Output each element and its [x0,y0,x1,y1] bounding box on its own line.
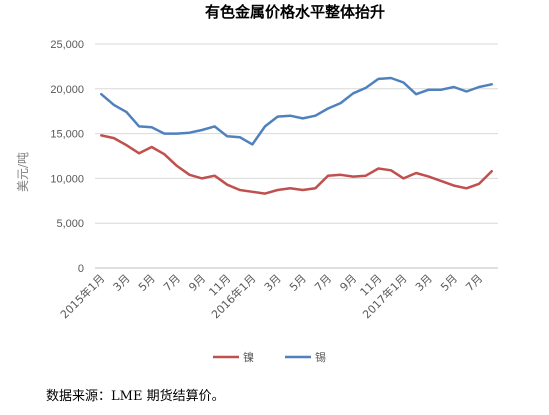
y-tick-label: 0 [78,263,84,275]
y-axis-ticks: 0 5,000 10,000 15,000 20,000 25,000 [50,39,84,275]
y-axis-label: 美元/吨 [16,152,30,192]
y-tick-label: 25,000 [50,39,84,51]
y-tick-label: 10,000 [50,173,84,185]
x-tick-label: 7月 [463,272,485,294]
series-line-tin [100,76,493,146]
x-tick-label: 9月 [186,272,208,294]
y-tick-label: 15,000 [50,129,84,141]
x-tick-label: 7月 [161,272,183,294]
series-line-nickel [100,134,493,195]
y-tick-label: 20,000 [50,84,84,96]
series-lines [100,76,493,195]
x-tick-label: 9月 [337,272,359,294]
gridlines [95,43,498,269]
x-tick-label: 2015年1月 [57,271,107,321]
x-tick-label: 7月 [312,272,334,294]
x-tick-label: 5月 [287,272,309,294]
x-tick-label: 5月 [136,272,158,294]
chart-title: 有色金属价格水平整体抬升 [205,3,385,21]
legend-label: 锡 [315,350,326,364]
x-tick-label: 3月 [111,272,133,294]
source-note: 数据来源：LME 期货结算价。 [46,389,225,404]
x-tick-label: 5月 [438,272,460,294]
x-tick-label: 3月 [413,272,435,294]
legend: 镍锡 [213,350,326,364]
x-tick-label: 3月 [262,272,284,294]
y-tick-label: 5,000 [56,218,84,230]
legend-label: 镍 [243,350,254,364]
